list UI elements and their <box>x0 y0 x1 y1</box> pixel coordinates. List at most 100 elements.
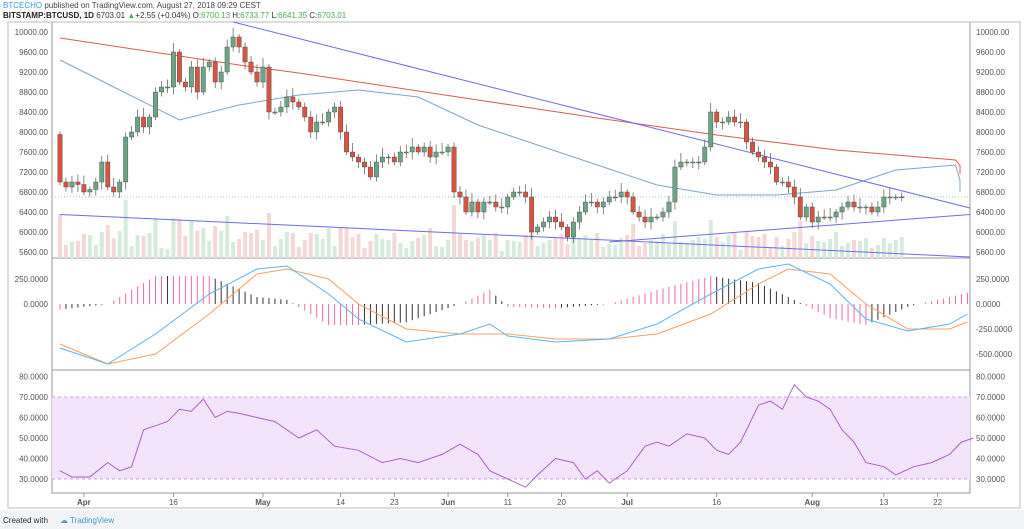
created-with: Created with <box>3 516 48 525</box>
candle-down <box>797 196 803 218</box>
tradingview-link[interactable]: ☁ TradingView <box>60 516 115 525</box>
rsi-tick-left: 50.0000 <box>19 434 48 443</box>
symbol-info: BITSTAMP:BTCUSD, 1D 6703.01 ▲+2.55 (+0.0… <box>3 11 346 20</box>
candle-down <box>105 161 111 188</box>
candle-up <box>165 86 170 89</box>
rsi-tick: 40.0000 <box>976 455 1005 464</box>
volume-bar <box>881 238 886 258</box>
volume-bar <box>869 248 874 258</box>
candle-up <box>314 121 320 133</box>
candle-up <box>893 196 899 199</box>
volume-bar <box>511 241 516 258</box>
candle-up <box>159 86 164 93</box>
volume-bar <box>565 244 570 258</box>
candle-down <box>809 206 815 223</box>
price-tick-left: 9200.00 <box>19 68 48 77</box>
volume-bar <box>457 234 462 258</box>
volume-bar <box>440 247 445 258</box>
candle-down <box>57 134 63 183</box>
candle-up <box>284 96 290 108</box>
volume-bar <box>147 233 152 258</box>
candle-up <box>571 221 576 238</box>
volume-bar <box>899 236 904 258</box>
price-tick-left: 6000.00 <box>19 228 48 237</box>
candle-down <box>182 81 188 88</box>
rsi-band <box>52 397 970 479</box>
x-tick-label: Jul <box>621 498 633 507</box>
volume-bar <box>195 231 200 258</box>
volume-bar <box>768 248 773 258</box>
price-tick-left: 7200.00 <box>19 168 48 177</box>
volume-bar <box>720 242 725 258</box>
candle-down <box>63 181 69 188</box>
author-link[interactable]: BTCECHO <box>3 1 43 10</box>
candle-down <box>624 191 630 198</box>
candle-up <box>576 211 582 223</box>
volume-bar <box>684 243 689 258</box>
candle-up <box>117 181 123 193</box>
brand: TradingView <box>70 516 115 525</box>
rsi-tick-left: 60.0000 <box>19 414 48 423</box>
candle-up <box>588 201 594 204</box>
candle-up <box>445 146 451 153</box>
volume-bar <box>541 243 546 258</box>
candle-down <box>427 146 433 158</box>
volume-bar <box>266 213 271 258</box>
volume-bar <box>296 247 301 258</box>
candle-up <box>654 216 660 219</box>
candle-up <box>881 196 887 208</box>
volume-bar <box>452 205 457 258</box>
volume-bar <box>404 248 409 258</box>
candle-up <box>171 51 176 88</box>
candle-up <box>702 146 708 163</box>
candle-down <box>451 146 457 193</box>
macd-line <box>59 263 968 365</box>
signal-line <box>59 268 968 365</box>
volume-bar <box>189 221 194 258</box>
candle-up <box>403 151 409 154</box>
volume-bar <box>344 228 349 258</box>
candle-down <box>785 181 791 188</box>
price-tick-right: 8000.00 <box>976 128 1005 137</box>
volume-bar <box>601 247 606 258</box>
volume-bar <box>434 246 439 258</box>
candle-up <box>374 161 379 178</box>
candle-up <box>803 206 809 218</box>
price-tick-left: 8800.00 <box>19 88 48 97</box>
candle-down <box>756 151 761 158</box>
x-tick-label: May <box>255 498 271 507</box>
x-tick-label: 23 <box>390 498 399 507</box>
candle-up <box>421 146 427 153</box>
x-tick-label: 14 <box>336 498 345 507</box>
trendline <box>233 21 971 209</box>
volume-bar <box>840 246 845 258</box>
volume-bar <box>714 237 719 258</box>
publish-text: published on TradingView.com, August 27,… <box>44 1 261 10</box>
candle-up <box>827 216 833 219</box>
candle-up <box>135 116 141 133</box>
volume-bar <box>428 228 433 258</box>
volume-bar <box>356 234 361 258</box>
volume-bar <box>846 243 851 258</box>
candle-down <box>463 196 469 213</box>
rsi-tick: 80.0000 <box>976 373 1005 382</box>
price-tick-left: 8000.00 <box>19 128 48 137</box>
volume-bar <box>595 233 600 258</box>
volume-bar <box>487 240 492 258</box>
volume-bar <box>153 218 158 258</box>
volume-bar <box>583 235 588 258</box>
chart-svg[interactable]: 10000.00 10000.00 9600.00 9600.00 9200.00 920… <box>0 0 1024 510</box>
candle-down <box>869 206 875 213</box>
candle-up <box>218 71 224 83</box>
volume-bar <box>422 235 427 258</box>
candle-up <box>505 196 511 208</box>
price-tick-right: 5600.00 <box>976 248 1005 257</box>
candle-up <box>481 201 487 213</box>
volume-bar <box>338 227 343 258</box>
candle-up <box>684 161 690 164</box>
volume-bar <box>780 246 785 258</box>
x-tick-label: Apr <box>77 498 91 507</box>
volume-bar <box>535 246 540 258</box>
macd-tick: 0.0000 <box>976 300 1001 309</box>
volume-bar <box>547 240 552 258</box>
